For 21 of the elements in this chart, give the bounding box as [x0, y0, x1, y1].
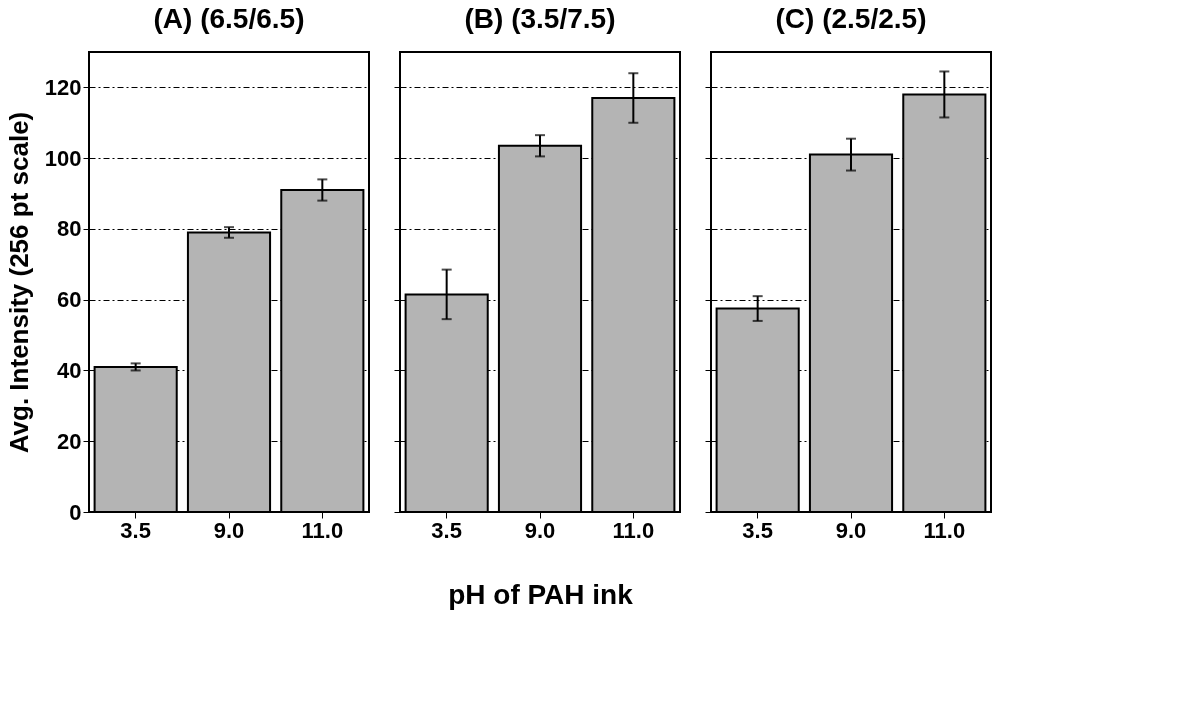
y-tick-label: 60	[57, 287, 82, 313]
y-tick-label: 40	[57, 357, 82, 383]
y-tick-label: 100	[44, 145, 82, 171]
y-tick-label: 0	[69, 499, 82, 525]
x-axis-title: pH of PAH ink	[448, 578, 634, 610]
y-tick-label: 120	[44, 74, 82, 100]
x-tick-label: 11.0	[301, 517, 344, 543]
x-tick-label: 11.0	[612, 517, 655, 543]
x-tick-label: 9.0	[524, 517, 556, 543]
x-tick-label: 3.5	[120, 517, 151, 543]
x-tick-label: 3.5	[431, 517, 462, 543]
y-tick-label: 80	[57, 216, 82, 242]
chart-title: (C) (2.5/2.5)	[775, 3, 927, 34]
y-axis-title: Avg. Intensity (256 pt scale)	[3, 111, 34, 454]
x-tick-label: 3.5	[742, 517, 773, 543]
chart-title: (A) (6.5/6.5)	[153, 3, 305, 34]
x-tick-label: 11.0	[923, 517, 966, 543]
x-tick-label: 9.0	[213, 517, 245, 543]
y-tick-label: 20	[57, 428, 82, 454]
chart-title: (B) (3.5/7.5)	[464, 3, 616, 34]
x-tick-label: 9.0	[835, 517, 867, 543]
